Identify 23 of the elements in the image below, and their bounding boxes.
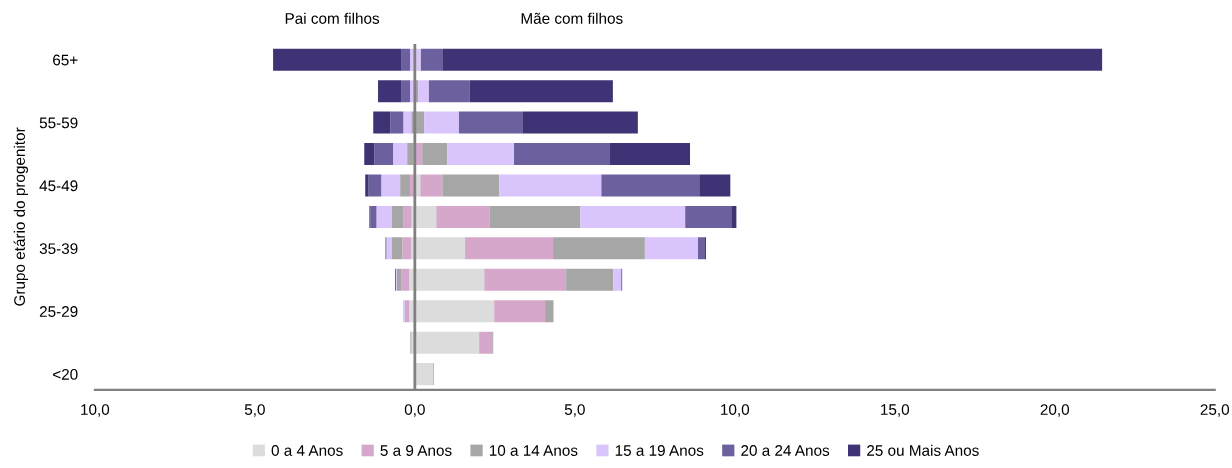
legend-label: 5 a 9 Anos — [380, 445, 452, 456]
text: Mãe com filhos — [521, 12, 623, 24]
y-tick-label: 25-29 — [39, 306, 78, 317]
x-tick-label: 20,0 — [1040, 404, 1070, 417]
y-tick-label: 65+ — [53, 54, 78, 66]
x-tick-label: 0,0 — [404, 404, 425, 417]
y-tick-label: 55-59 — [39, 117, 78, 129]
x-tick-label: 5,0 — [244, 404, 265, 417]
x-tick-label: 5,0 — [564, 404, 585, 417]
y-tick-label: 45-49 — [39, 180, 78, 192]
text: Pai com filhos — [285, 12, 380, 24]
x-tick-label: 15,0 — [881, 404, 910, 417]
legend-label: 0 a 4 Anos — [271, 445, 343, 456]
legend-label: 20 a 24 Anos — [741, 445, 830, 456]
y-tick-label: 35-39 — [39, 243, 78, 255]
x-tick-label: 10,0 — [81, 404, 110, 417]
y-tick-label: <20 — [53, 368, 78, 380]
legend-label: 10 a 14 Anos — [489, 445, 578, 456]
y-axis-title: Grupo etário do progenitor — [13, 127, 29, 306]
legend-label: 25 ou Mais Anos — [867, 444, 979, 456]
x-tick-label: 10,0 — [721, 404, 750, 417]
legend-label: 15 a 19 Anos — [615, 445, 704, 456]
x-tick-label: 25,0 — [1200, 404, 1230, 417]
